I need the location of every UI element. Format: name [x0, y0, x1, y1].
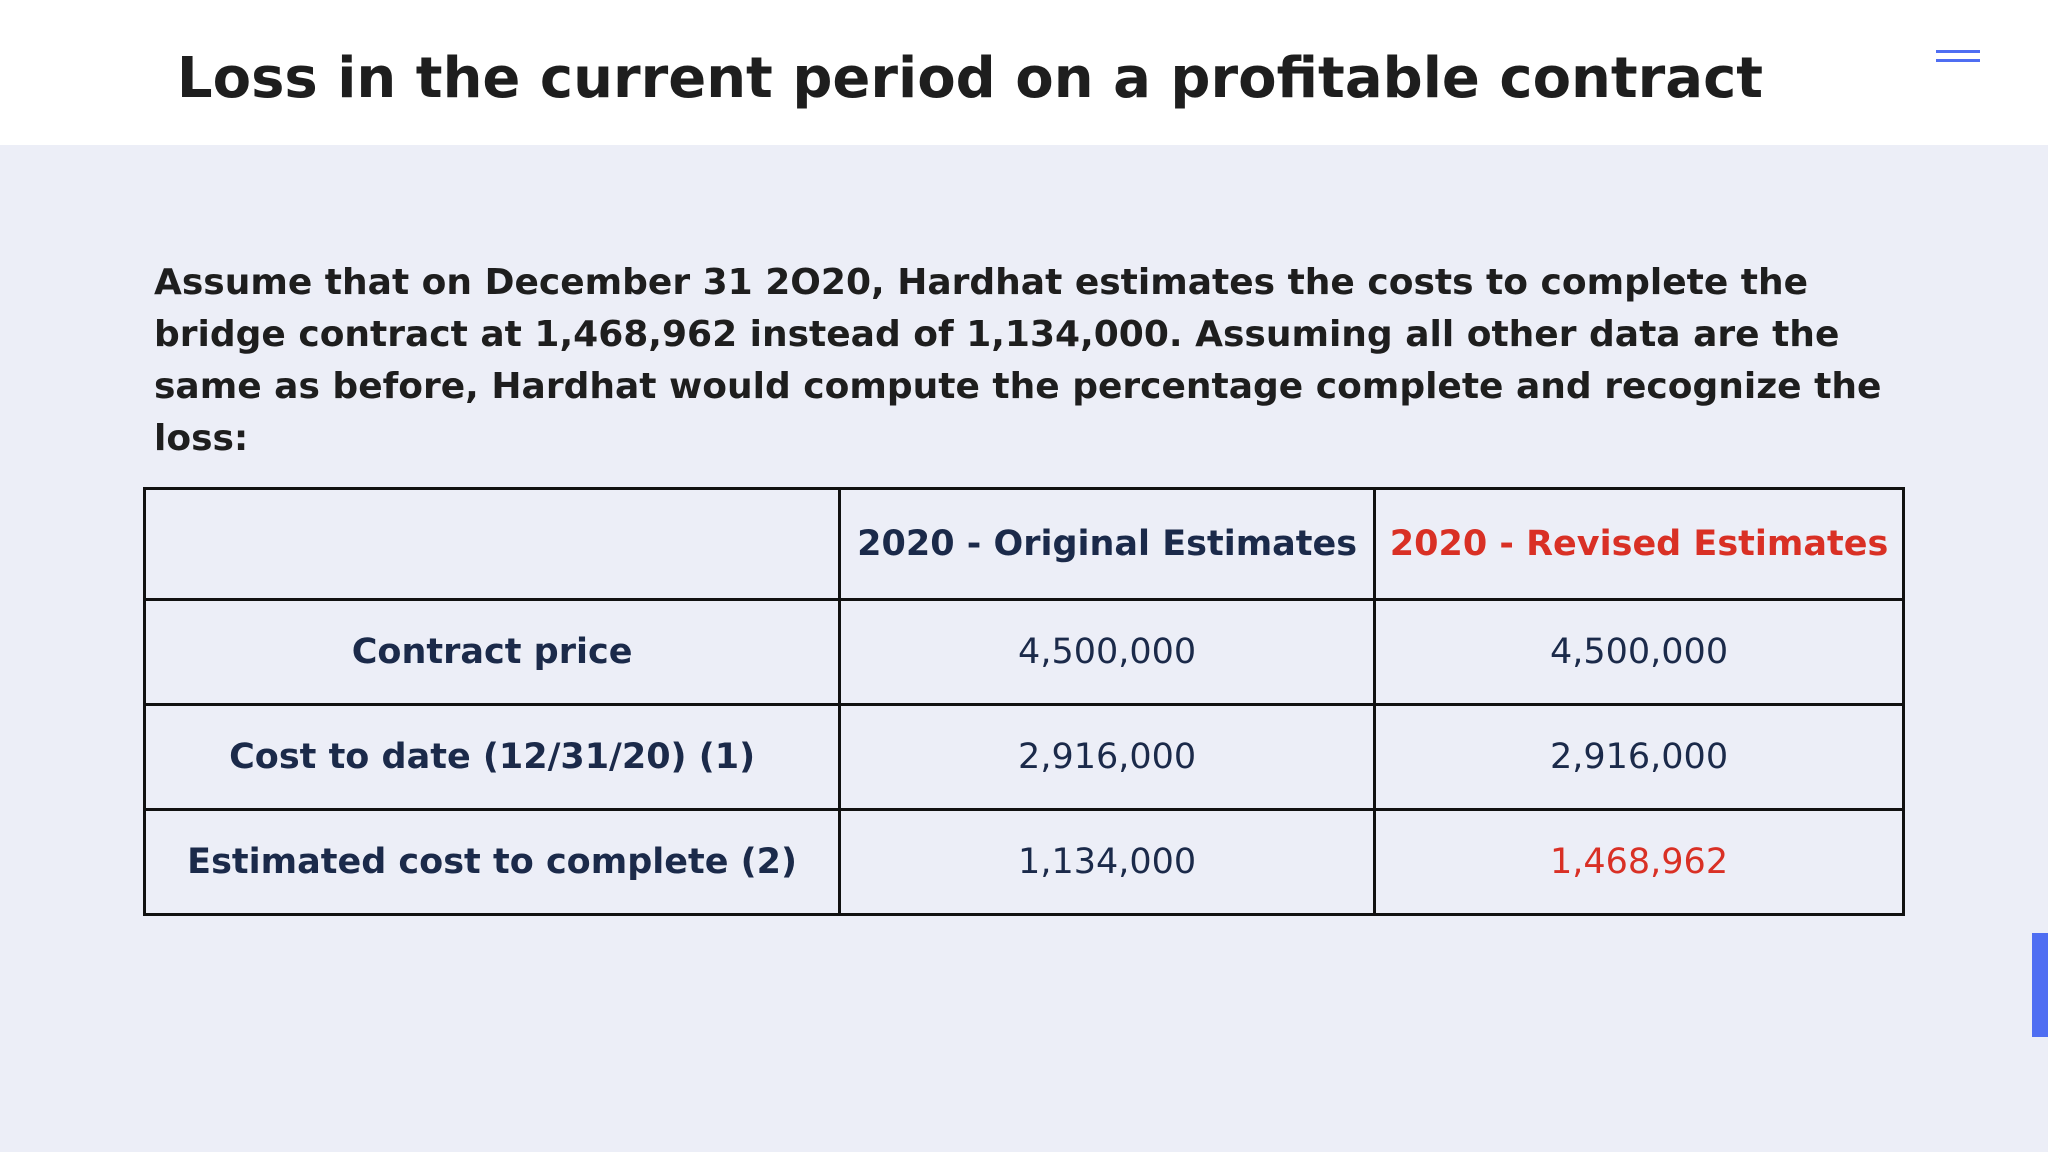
cell-revised-value-highlight: 1,468,962 — [1373, 808, 1905, 916]
table-row: Cost to date (12/31/20) (1) 2,916,000 2,… — [142, 703, 1905, 811]
cell-revised-value: 4,500,000 — [1373, 598, 1905, 706]
intro-paragraph: Assume that on December 31 2O20, Hardhat… — [154, 262, 1882, 459]
header-original-estimates: 2020 - Original Estimates — [838, 487, 1377, 601]
cell-original-value: 1,134,000 — [838, 808, 1377, 916]
estimates-table: 2020 - Original Estimates 2020 - Revised… — [142, 487, 1905, 916]
slide-header: Loss in the current period on a profitab… — [0, 0, 2048, 145]
row-label-cost-to-date: Cost to date (12/31/20) (1) — [142, 703, 842, 811]
cell-revised-value: 2,916,000 — [1373, 703, 1905, 811]
cell-original-value: 2,916,000 — [838, 703, 1377, 811]
table-row: Contract price 4,500,000 4,500,000 — [142, 598, 1905, 706]
side-scroll-tab[interactable] — [2032, 933, 2048, 1037]
menu-bar-bottom — [1936, 59, 1980, 62]
row-label-estimated-cost-to-complete: Estimated cost to complete (2) — [142, 808, 842, 916]
table-row: Estimated cost to complete (2) 1,134,000… — [142, 808, 1905, 916]
header-empty-cell — [142, 487, 842, 601]
cell-original-value: 4,500,000 — [838, 598, 1377, 706]
header-revised-estimates: 2020 - Revised Estimates — [1373, 487, 1905, 601]
table-header-row: 2020 - Original Estimates 2020 - Revised… — [142, 487, 1905, 601]
slide-title: Loss in the current period on a profitab… — [176, 46, 1764, 111]
row-label-contract-price: Contract price — [142, 598, 842, 706]
slide-content: Assume that on December 31 2O20, Hardhat… — [0, 145, 2048, 1152]
menu-bar-top — [1936, 50, 1980, 53]
hamburger-menu-icon[interactable] — [1930, 44, 1982, 70]
